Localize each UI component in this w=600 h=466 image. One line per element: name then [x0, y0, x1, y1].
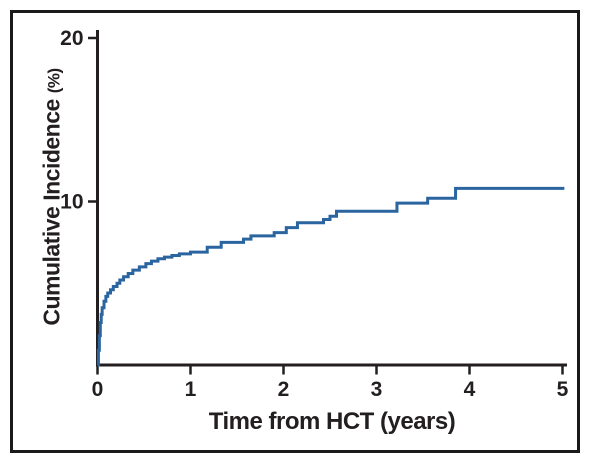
- y-tick-label: 20: [60, 27, 83, 50]
- y-axis-title: Cumulative Incidence (%): [39, 68, 66, 325]
- x-tick-label: 5: [557, 378, 569, 401]
- figure-border: [10, 10, 580, 453]
- x-axis-title: Time from HCT (years): [208, 408, 456, 435]
- x-tick-label: 2: [278, 378, 290, 401]
- y-tick-label: 10: [60, 191, 83, 214]
- x-tick-label: 4: [464, 378, 476, 401]
- x-tick-label: 0: [92, 378, 104, 401]
- x-tick-label: 1: [185, 378, 197, 401]
- x-tick-label: 3: [371, 378, 383, 401]
- cumulative-incidence-curve: [96, 186, 565, 367]
- y-axis-title-unit: (%): [44, 68, 64, 94]
- y-axis-title-text: Cumulative Incidence: [38, 99, 65, 326]
